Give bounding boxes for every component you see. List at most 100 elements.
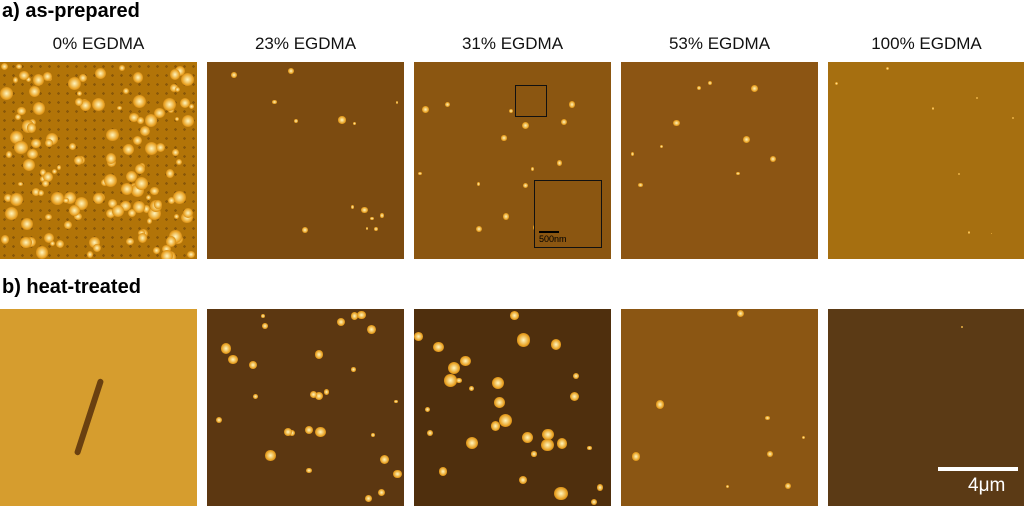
- particle: [67, 77, 82, 91]
- afm-image: [828, 62, 1024, 259]
- particle: [530, 166, 535, 171]
- particle: [306, 467, 312, 474]
- particle: [310, 391, 318, 399]
- column-label: 23% EGDMA: [254, 34, 357, 53]
- particle: [725, 485, 729, 489]
- inset-scale-label: 500nm: [539, 234, 567, 244]
- particle: [743, 135, 751, 143]
- particle: [56, 164, 62, 170]
- particle: [0, 235, 10, 245]
- particle: [288, 68, 294, 74]
- particle: [125, 170, 138, 183]
- particle: [215, 416, 223, 424]
- particle: [137, 117, 144, 124]
- particle: [990, 232, 993, 235]
- particle: [770, 155, 777, 162]
- particle: [569, 391, 579, 401]
- particle: [107, 199, 117, 209]
- particle: [418, 171, 422, 176]
- particle: [542, 428, 554, 441]
- particle: [38, 190, 45, 196]
- particle: [1011, 117, 1014, 120]
- particle: [142, 205, 151, 213]
- particle: [187, 250, 195, 259]
- particle: [466, 437, 479, 450]
- particle: [183, 208, 194, 219]
- particle: [167, 196, 176, 205]
- afm-image: [414, 309, 611, 506]
- particle: [51, 192, 64, 205]
- particle: [631, 152, 635, 156]
- particle: [75, 97, 84, 107]
- particle: [736, 171, 740, 176]
- particle: [39, 169, 47, 176]
- particle: [289, 429, 296, 436]
- particle: [336, 317, 345, 326]
- particle: [49, 240, 55, 246]
- particle: [501, 135, 507, 141]
- particle: [146, 195, 152, 201]
- particle: [165, 236, 176, 247]
- particle: [957, 172, 961, 176]
- particle: [265, 450, 276, 461]
- particle: [707, 80, 713, 86]
- particle: [377, 488, 386, 497]
- particle: [174, 86, 181, 93]
- particle: [425, 407, 431, 413]
- particle: [252, 393, 258, 399]
- particle: [165, 169, 175, 178]
- column-label: 100% EGDMA: [871, 34, 982, 53]
- particle: [29, 85, 41, 97]
- particle: [475, 226, 482, 233]
- particle: [163, 98, 176, 111]
- particle: [172, 191, 186, 205]
- particle: [350, 311, 359, 320]
- particle: [23, 159, 36, 172]
- particle: [77, 91, 83, 97]
- particle: [338, 116, 346, 124]
- particle: [43, 72, 52, 82]
- particle: [105, 153, 116, 164]
- particle: [42, 179, 50, 187]
- particle: [10, 193, 23, 206]
- particle: [104, 173, 118, 187]
- particle: [516, 333, 531, 347]
- inset: 500nm: [534, 180, 602, 248]
- particle: [784, 482, 791, 490]
- particle: [541, 438, 554, 452]
- afm-image: [621, 62, 818, 259]
- particle: [261, 314, 266, 319]
- particle: [68, 204, 81, 216]
- particle: [120, 182, 133, 195]
- particle: [304, 425, 314, 435]
- particle: [314, 350, 323, 359]
- particle: [106, 128, 119, 142]
- particle: [631, 452, 641, 461]
- particle: [422, 106, 429, 113]
- particle: [91, 97, 105, 111]
- particle: [351, 367, 356, 372]
- particle: [45, 133, 58, 145]
- particle: [751, 84, 758, 92]
- afm-image: 500nm: [414, 62, 611, 259]
- particle: [74, 212, 82, 221]
- particle: [228, 354, 238, 364]
- particle: [181, 114, 195, 127]
- particle: [765, 415, 771, 421]
- column-label: 53% EGDMA: [668, 34, 771, 53]
- particle: [568, 101, 576, 109]
- particle: [92, 192, 105, 204]
- particle: [5, 151, 12, 158]
- particle: [426, 429, 434, 437]
- particle: [137, 232, 148, 243]
- particle: [153, 200, 163, 210]
- particle: [499, 413, 513, 428]
- particle: [414, 332, 423, 341]
- particle: [179, 98, 190, 109]
- particle: [63, 221, 72, 229]
- particle: [31, 187, 41, 197]
- particle: [112, 204, 125, 217]
- particle: [172, 148, 179, 156]
- particle: [294, 118, 299, 123]
- particle: [596, 484, 604, 492]
